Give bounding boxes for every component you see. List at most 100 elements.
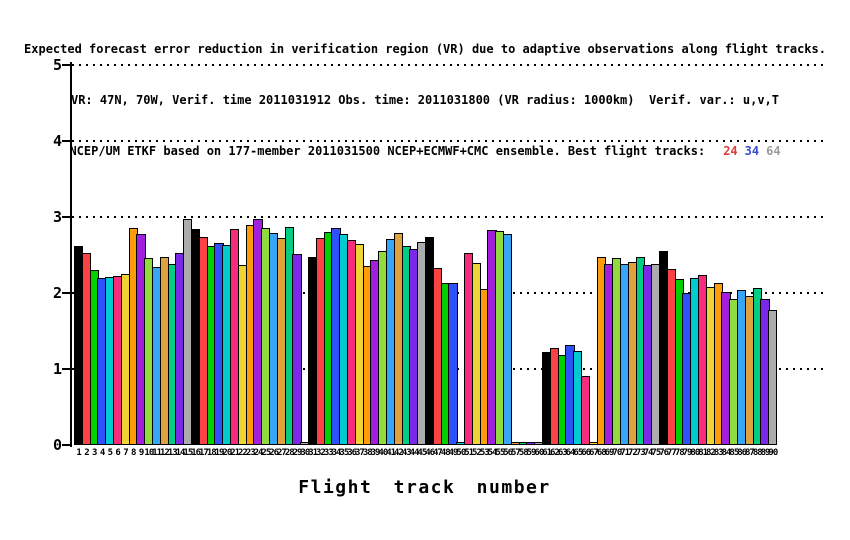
x-tick-label-65: 65 — [573, 448, 583, 458]
x-tick-label-60: 60 — [534, 448, 544, 458]
x-tick-label-3: 3 — [92, 448, 97, 458]
bar-track-29 — [292, 254, 302, 445]
x-tick-label-78: 78 — [674, 448, 685, 458]
title-line-1: Expected forecast error reduction in ver… — [24, 42, 826, 56]
x-tick-label-32: 32 — [316, 448, 326, 458]
x-tick-label-14: 14 — [175, 448, 186, 458]
y-tick-4 — [62, 140, 71, 142]
x-tick-label-15: 15 — [183, 448, 193, 458]
x-tick-label-82: 82 — [706, 448, 716, 458]
best-track-2: 34 — [744, 144, 760, 158]
y-axis-line — [70, 62, 72, 447]
gridline-y-5 — [72, 64, 824, 66]
x-tick-label-77: 77 — [667, 448, 677, 458]
x-tick-label-44: 44 — [409, 448, 420, 458]
x-tick-label-53: 53 — [479, 448, 490, 458]
x-tick-label-55: 55 — [495, 448, 505, 458]
x-tick-label-40: 40 — [378, 448, 388, 458]
x-tick-label-50: 50 — [456, 448, 466, 458]
x-tick-label-22: 22 — [238, 448, 248, 458]
y-tick-0 — [62, 444, 71, 446]
x-tick-label-83: 83 — [713, 448, 724, 458]
x-tick-label-21: 21 — [230, 448, 240, 458]
y-tick-label-0: 0 — [52, 436, 62, 454]
x-tick-label-54: 54 — [487, 448, 498, 458]
x-tick-label-68: 68 — [596, 448, 607, 458]
x-tick-label-90: 90 — [768, 448, 778, 458]
x-tick-label-70: 70 — [612, 448, 622, 458]
x-tick-label-4: 4 — [99, 448, 105, 458]
x-tick-label-89: 89 — [760, 448, 771, 458]
y-tick-label-2: 2 — [52, 284, 62, 302]
bar-track-49 — [448, 283, 458, 445]
x-tick-label-48: 48 — [440, 448, 451, 458]
x-tick-label-1: 1 — [76, 448, 81, 458]
x-tick-label-34: 34 — [331, 448, 342, 458]
x-tick-label-79: 79 — [682, 448, 693, 458]
x-tick-label-8: 8 — [131, 448, 136, 458]
best-track-1: 24 — [723, 144, 738, 158]
x-tick-label-36: 36 — [347, 448, 357, 458]
x-tick-label-81: 81 — [698, 448, 708, 458]
x-tick-label-25: 25 — [261, 448, 271, 458]
title-line-3: NCEP/UM ETKF based on 177-member 2011031… — [0, 143, 850, 160]
x-tick-label-10: 10 — [144, 448, 154, 458]
x-tick-label-80: 80 — [690, 448, 700, 458]
x-tick-label-27: 27 — [277, 448, 287, 458]
x-tick-label-56: 56 — [503, 448, 513, 458]
gridline-y-3 — [72, 216, 824, 218]
x-tick-label-33: 33 — [323, 448, 334, 458]
x-tick-label-72: 72 — [628, 448, 638, 458]
y-tick-label-1: 1 — [52, 360, 62, 378]
y-tick-label-4: 4 — [52, 132, 62, 150]
x-tick-label-43: 43 — [401, 448, 412, 458]
x-axis-title: Flight track number — [298, 477, 551, 498]
title-line-3-text: NCEP/UM ETKF based on 177-member 2011031… — [69, 144, 706, 158]
x-tick-label-86: 86 — [737, 448, 747, 458]
x-tick-label-12: 12 — [160, 448, 170, 458]
bar-track-66 — [581, 375, 591, 445]
x-tick-label-57: 57 — [511, 448, 521, 458]
y-tick-label-5: 5 — [52, 56, 62, 74]
x-tick-label-39: 39 — [370, 448, 381, 458]
x-tick-label-45: 45 — [417, 448, 427, 458]
x-tick-label-49: 49 — [448, 448, 459, 458]
y-tick-1 — [62, 368, 71, 370]
x-tick-label-73: 73 — [635, 448, 646, 458]
x-tick-label-47: 47 — [433, 448, 443, 458]
x-tick-label-19: 19 — [214, 448, 225, 458]
x-tick-label-64: 64 — [565, 448, 576, 458]
x-tick-label-42: 42 — [394, 448, 404, 458]
x-tick-label-5: 5 — [107, 448, 113, 458]
x-tick-label-76: 76 — [659, 448, 669, 458]
x-tick-label-31: 31 — [308, 448, 318, 458]
x-tick-label-46: 46 — [425, 448, 435, 458]
x-tick-label-18: 18 — [206, 448, 217, 458]
x-tick-label-7: 7 — [123, 448, 128, 458]
x-tick-label-28: 28 — [284, 448, 295, 458]
x-tick-label-63: 63 — [557, 448, 568, 458]
chart-title-block: Expected forecast error reduction in ver… — [0, 7, 850, 194]
title-line-2: VR: 47N, 70W, Verif. time 2011031912 Obs… — [70, 93, 779, 107]
bar-track-90 — [768, 309, 778, 445]
bar-track-56 — [503, 233, 513, 445]
x-tick-label-59: 59 — [526, 448, 537, 458]
x-tick-label-38: 38 — [362, 448, 373, 458]
x-tick-label-16: 16 — [191, 448, 201, 458]
y-tick-label-3: 3 — [52, 208, 62, 226]
y-tick-5 — [62, 64, 71, 66]
x-tick-label-37: 37 — [355, 448, 365, 458]
x-tick-label-71: 71 — [620, 448, 630, 458]
x-tick-label-2: 2 — [84, 448, 89, 458]
x-tick-label-66: 66 — [581, 448, 591, 458]
y-tick-2 — [62, 292, 71, 294]
x-tick-label-74: 74 — [643, 448, 654, 458]
x-tick-label-51: 51 — [464, 448, 474, 458]
x-tick-label-23: 23 — [245, 448, 256, 458]
x-tick-label-6: 6 — [115, 448, 120, 458]
x-tick-label-30: 30 — [300, 448, 310, 458]
x-tick-label-87: 87 — [745, 448, 755, 458]
x-tick-label-9: 9 — [138, 448, 144, 458]
x-tick-label-11: 11 — [152, 448, 162, 458]
x-tick-label-61: 61 — [542, 448, 552, 458]
